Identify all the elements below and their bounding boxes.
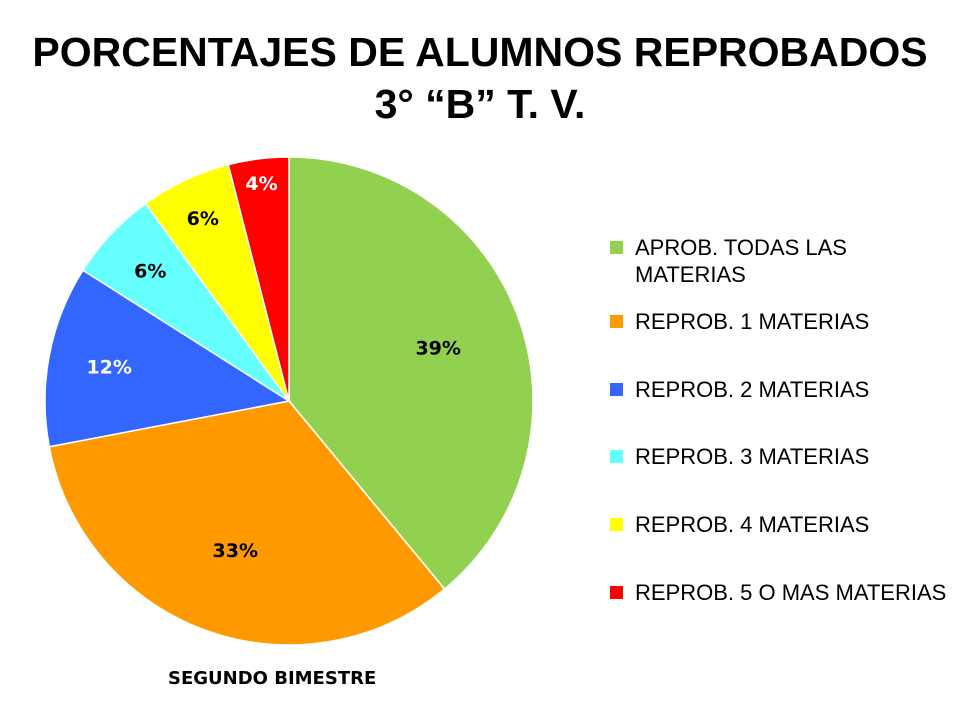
chart-title-line-1: PORCENTAJES DE ALUMNOS REPROBADOS	[32, 29, 928, 75]
legend-swatch	[610, 241, 623, 254]
slice-reprob-3-label: 6%	[134, 261, 166, 283]
slice-aprob-todas	[288, 156, 534, 591]
slice-reprob-1	[48, 400, 446, 646]
legend-swatch	[610, 518, 623, 531]
slice-reprob-2-label: 12%	[86, 357, 131, 379]
slice-reprob-1-label: 33%	[213, 540, 258, 562]
legend-item-aprob-todas: APROB. TODAS LAS MATERIAS	[607, 234, 947, 308]
legend-label: REPROB. 1 MATERIAS	[635, 309, 870, 334]
slice-reprob-5-o-mas-label: 4%	[245, 173, 277, 195]
legend-swatch	[610, 315, 623, 328]
legend-swatch	[610, 450, 623, 463]
slice-reprob-5-o-mas	[227, 156, 290, 402]
legend-item-reprob-2: REPROB. 2 MATERIAS	[607, 376, 947, 443]
legend-label: REPROB. 3 MATERIAS	[635, 444, 870, 469]
chart-caption: SEGUNDO BIMESTRE	[168, 668, 377, 689]
legend-label: REPROB. 2 MATERIAS	[635, 377, 870, 402]
chart-title-line-2: 3° “B” T. V.	[374, 81, 586, 127]
legend: APROB. TODAS LAS MATERIAS REPROB. 1 MATE…	[607, 234, 947, 606]
legend-item-reprob-4: REPROB. 4 MATERIAS	[607, 511, 947, 579]
legend-item-reprob-3: REPROB. 3 MATERIAS	[607, 443, 947, 511]
legend-label: APROB. TODAS LAS MATERIAS	[635, 235, 847, 287]
legend-item-reprob-1: REPROB. 1 MATERIAS	[607, 308, 947, 376]
legend-label: REPROB. 4 MATERIAS	[635, 512, 870, 537]
slice-aprob-todas-label: 39%	[415, 337, 460, 359]
legend-swatch	[610, 383, 623, 396]
legend-label: REPROB. 5 O MAS MATERIAS	[635, 580, 947, 605]
slice-reprob-4-label: 6%	[187, 208, 219, 230]
legend-item-reprob-5-o-mas: REPROB. 5 O MAS MATERIAS	[607, 579, 947, 606]
legend-swatch	[610, 586, 623, 599]
slice-reprob-2	[44, 269, 292, 448]
chart-title: PORCENTAJES DE ALUMNOS REPROBADOS 3° “B”…	[0, 26, 960, 130]
